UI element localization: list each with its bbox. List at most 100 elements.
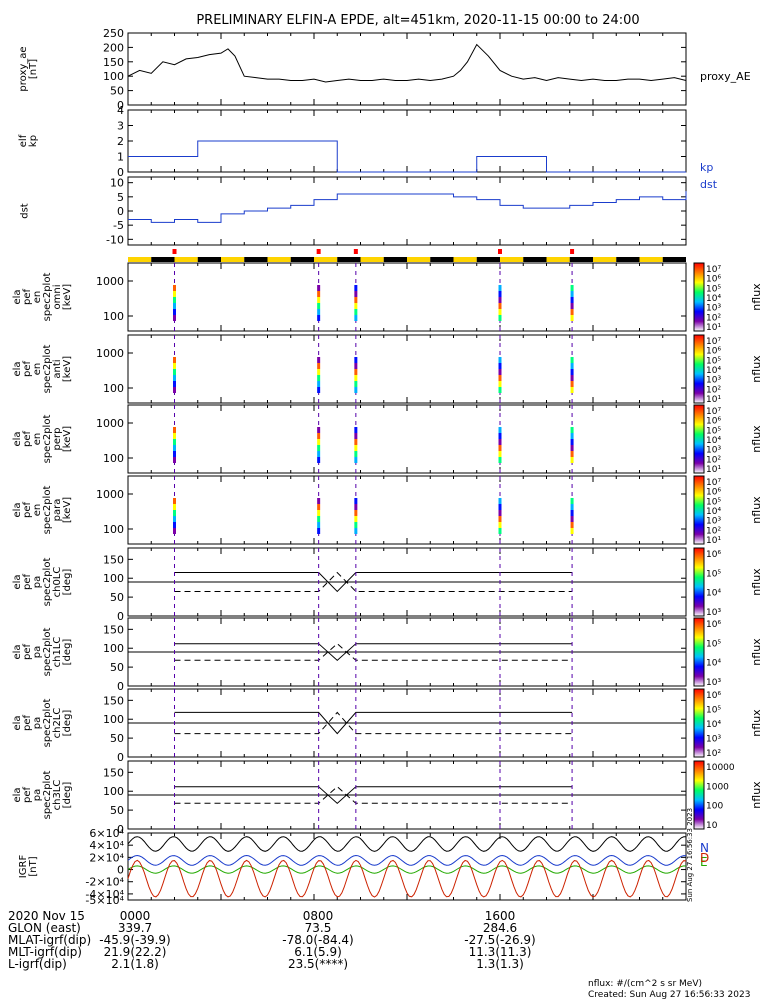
colorbar-label: nflux [750,638,763,666]
colorbar-tick-label: 10³ [706,735,721,745]
colorbar-tick-label: 10² [706,455,721,465]
spectrum-cell [354,445,358,451]
spectrum-cell [317,315,321,321]
anti-ylabel: pef [22,361,33,378]
spectrum-cell [570,445,574,451]
para-ylabel: para [52,499,63,522]
anti-ylabel: en [32,363,43,376]
panel-perp [127,404,687,474]
spectrum-cell [317,309,321,315]
igrf-legend-e: E [700,855,708,869]
spectrum-cell [570,285,574,291]
spectrum-cell [317,303,321,309]
colorbar-label: nflux [750,496,763,524]
colorbar [693,688,705,758]
state-bar-segment [430,257,454,262]
colorbar-tick-label: 10³ [706,376,721,386]
spectrum-cell [317,504,321,510]
colorbar-tick-label: 10⁵ [706,639,721,649]
spectrum-cell [173,387,176,393]
spectrum-cell [173,498,176,504]
state-bar-segment [546,257,570,262]
colorbar-tick-label: 10⁴ [706,366,721,376]
omni-ylabel: [keV] [62,284,73,310]
anti-ylabel: spec2plot [42,345,53,394]
igrf-ytick-label: 2×10⁴ [89,851,124,864]
ch2-ylabel: ch2LC [52,708,63,739]
spectrum-cell [173,369,176,375]
loss-cone-solid [174,643,573,661]
ch2-ytick-label: 100 [103,713,124,726]
spectrum-cell [354,381,358,387]
perp-ytick-label: 100 [103,452,124,465]
spectrum-cell [317,439,321,445]
spectrum-cell [173,357,176,363]
state-bar-segment [314,257,338,262]
spectrum-cell [498,309,502,315]
igrf-series-D [127,859,687,898]
kp-ylabel: kp [28,135,39,147]
spectrum-cell [173,451,176,457]
spectrum-cell [570,439,574,445]
colorbar [693,547,705,617]
igrf-series-N [127,854,687,866]
ch0-ytick-label: 0 [117,610,124,623]
spectrum-cell [498,363,502,369]
colorbar-tick-label: 10⁴ [706,294,721,304]
anti-ylabel: anti [52,359,63,378]
para-ytick-label: 100 [103,523,124,536]
colorbar-tick-label: 10⁵ [706,706,721,716]
para-ylabel: spec2plot [42,486,53,535]
footer-col-value: 0800 [303,909,334,923]
spectrum-cell [173,285,176,291]
colorbar-tick-label: 10⁶ [706,275,721,285]
ae-ytick-label: 0 [117,99,124,112]
footer-col-value: -27.5(-26.9) [464,933,535,947]
spectrum-cell [570,363,574,369]
ae-ylabel: proxy_ae [18,46,29,91]
spectrum-cell [317,363,321,369]
loss-cone-solid [174,786,573,804]
colorbar-label: nflux [750,355,763,383]
colorbar-tick-label: 10⁵ [706,497,721,507]
spectrum-cell [173,303,176,309]
ch3-ylabel: pef [22,787,33,804]
anti-ylabel: ela [12,361,23,376]
colorbar-tick-label: 10⁵ [706,426,721,436]
omni-ylabel: ela [12,289,23,304]
spectrum-cell [354,309,358,315]
science-zone-marker [316,249,321,254]
dst-series [128,191,687,223]
kp-legend: kp [700,161,713,174]
spectrum-cell [570,528,574,534]
colorbar-tick-label: 10⁴ [706,720,721,730]
spectrum-cell [173,510,176,516]
colorbar [693,334,705,404]
spectrum-cell [317,451,321,457]
figure-title: PRELIMINARY ELFIN-A EPDE, alt=451km, 202… [196,13,639,28]
state-bar-segment [453,257,477,262]
spectrum-cell [354,297,358,303]
colorbar-tick-label: 10⁶ [706,691,721,701]
spectrum-cell [317,285,321,291]
spectrum-cell [354,291,358,297]
footer-col0-value: 2.1(1.8) [111,957,159,971]
spectrum-cell [173,315,176,321]
ae-ytick-label: 50 [110,85,124,98]
state-bar-segment [360,257,384,262]
state-bar-segment [174,257,198,262]
ch2-ylabel: pa [32,717,43,729]
colorbar-label: nflux [750,709,763,737]
igrf-ylabel: IGRF [18,855,29,879]
igrf-ytick-label: 6×10⁴ [89,827,124,840]
spectrum-cell [317,427,321,433]
ch3-ylabel: ch3LC [52,780,63,811]
ae-legend: proxy_AE [700,70,751,83]
spectrum-cell [173,427,176,433]
spectrum-cell [498,528,502,534]
spectrum-cell [570,457,574,463]
colorbar-tick-label: 10⁶ [706,550,721,560]
colorbar-tick-label: 10⁵ [706,284,721,294]
omni-ylabel: omni [52,285,63,310]
igrf-ytick-label: -5×10⁴ [85,894,124,907]
